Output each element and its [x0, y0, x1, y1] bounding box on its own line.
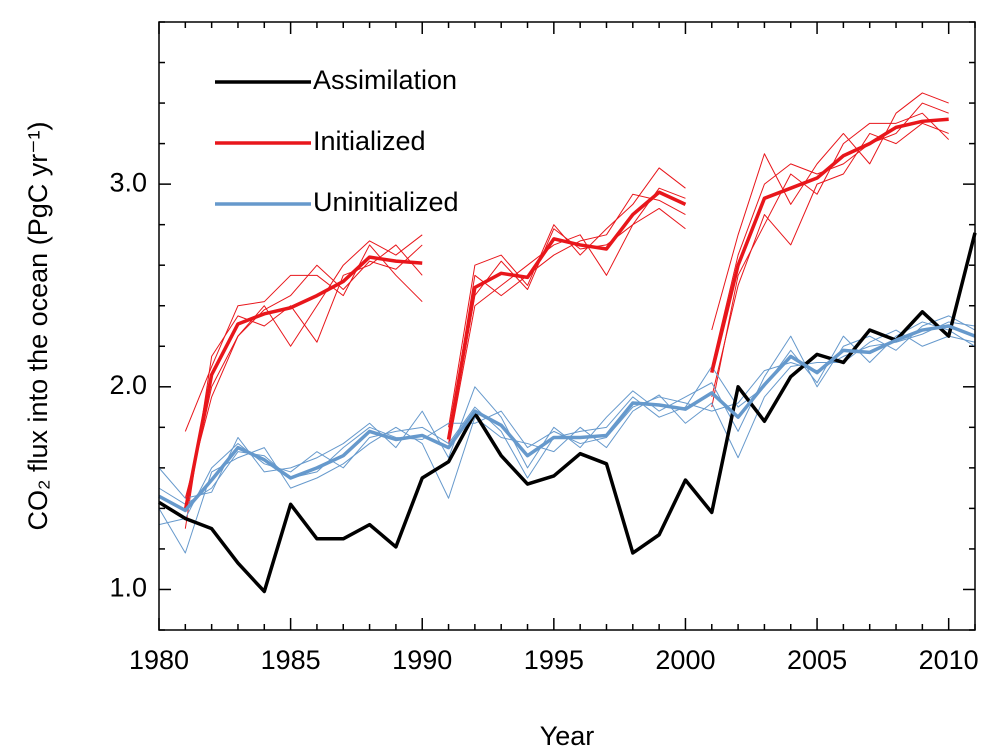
legend-label: Assimilation [313, 65, 457, 95]
x-tick-label: 1995 [524, 645, 584, 675]
series-line [183, 117, 949, 511]
member-line [184, 122, 949, 509]
x-tick-label: 1985 [261, 645, 321, 675]
series-line [158, 232, 977, 594]
plot-frame [158, 21, 976, 631]
x-tick-label: 1980 [129, 645, 189, 675]
legend-label: Initialized [313, 126, 426, 156]
member-line [158, 321, 976, 526]
x-tick-label: 2000 [655, 645, 715, 675]
y-axis-title: CO₂ flux into the ocean (PgC yr⁻¹) [23, 122, 53, 531]
x-axis-title: Year [540, 721, 595, 751]
legend-label: Uninitialized [313, 187, 459, 217]
y-tick-label: 3.0 [109, 167, 147, 197]
series-line [158, 324, 976, 513]
y-tick-label: 1.0 [109, 573, 147, 603]
y-tick-label: 2.0 [109, 370, 147, 400]
x-tick-label: 1990 [392, 645, 452, 675]
x-tick-label: 2010 [919, 645, 979, 675]
x-tick-label: 2005 [787, 645, 847, 675]
member-line [158, 329, 976, 554]
